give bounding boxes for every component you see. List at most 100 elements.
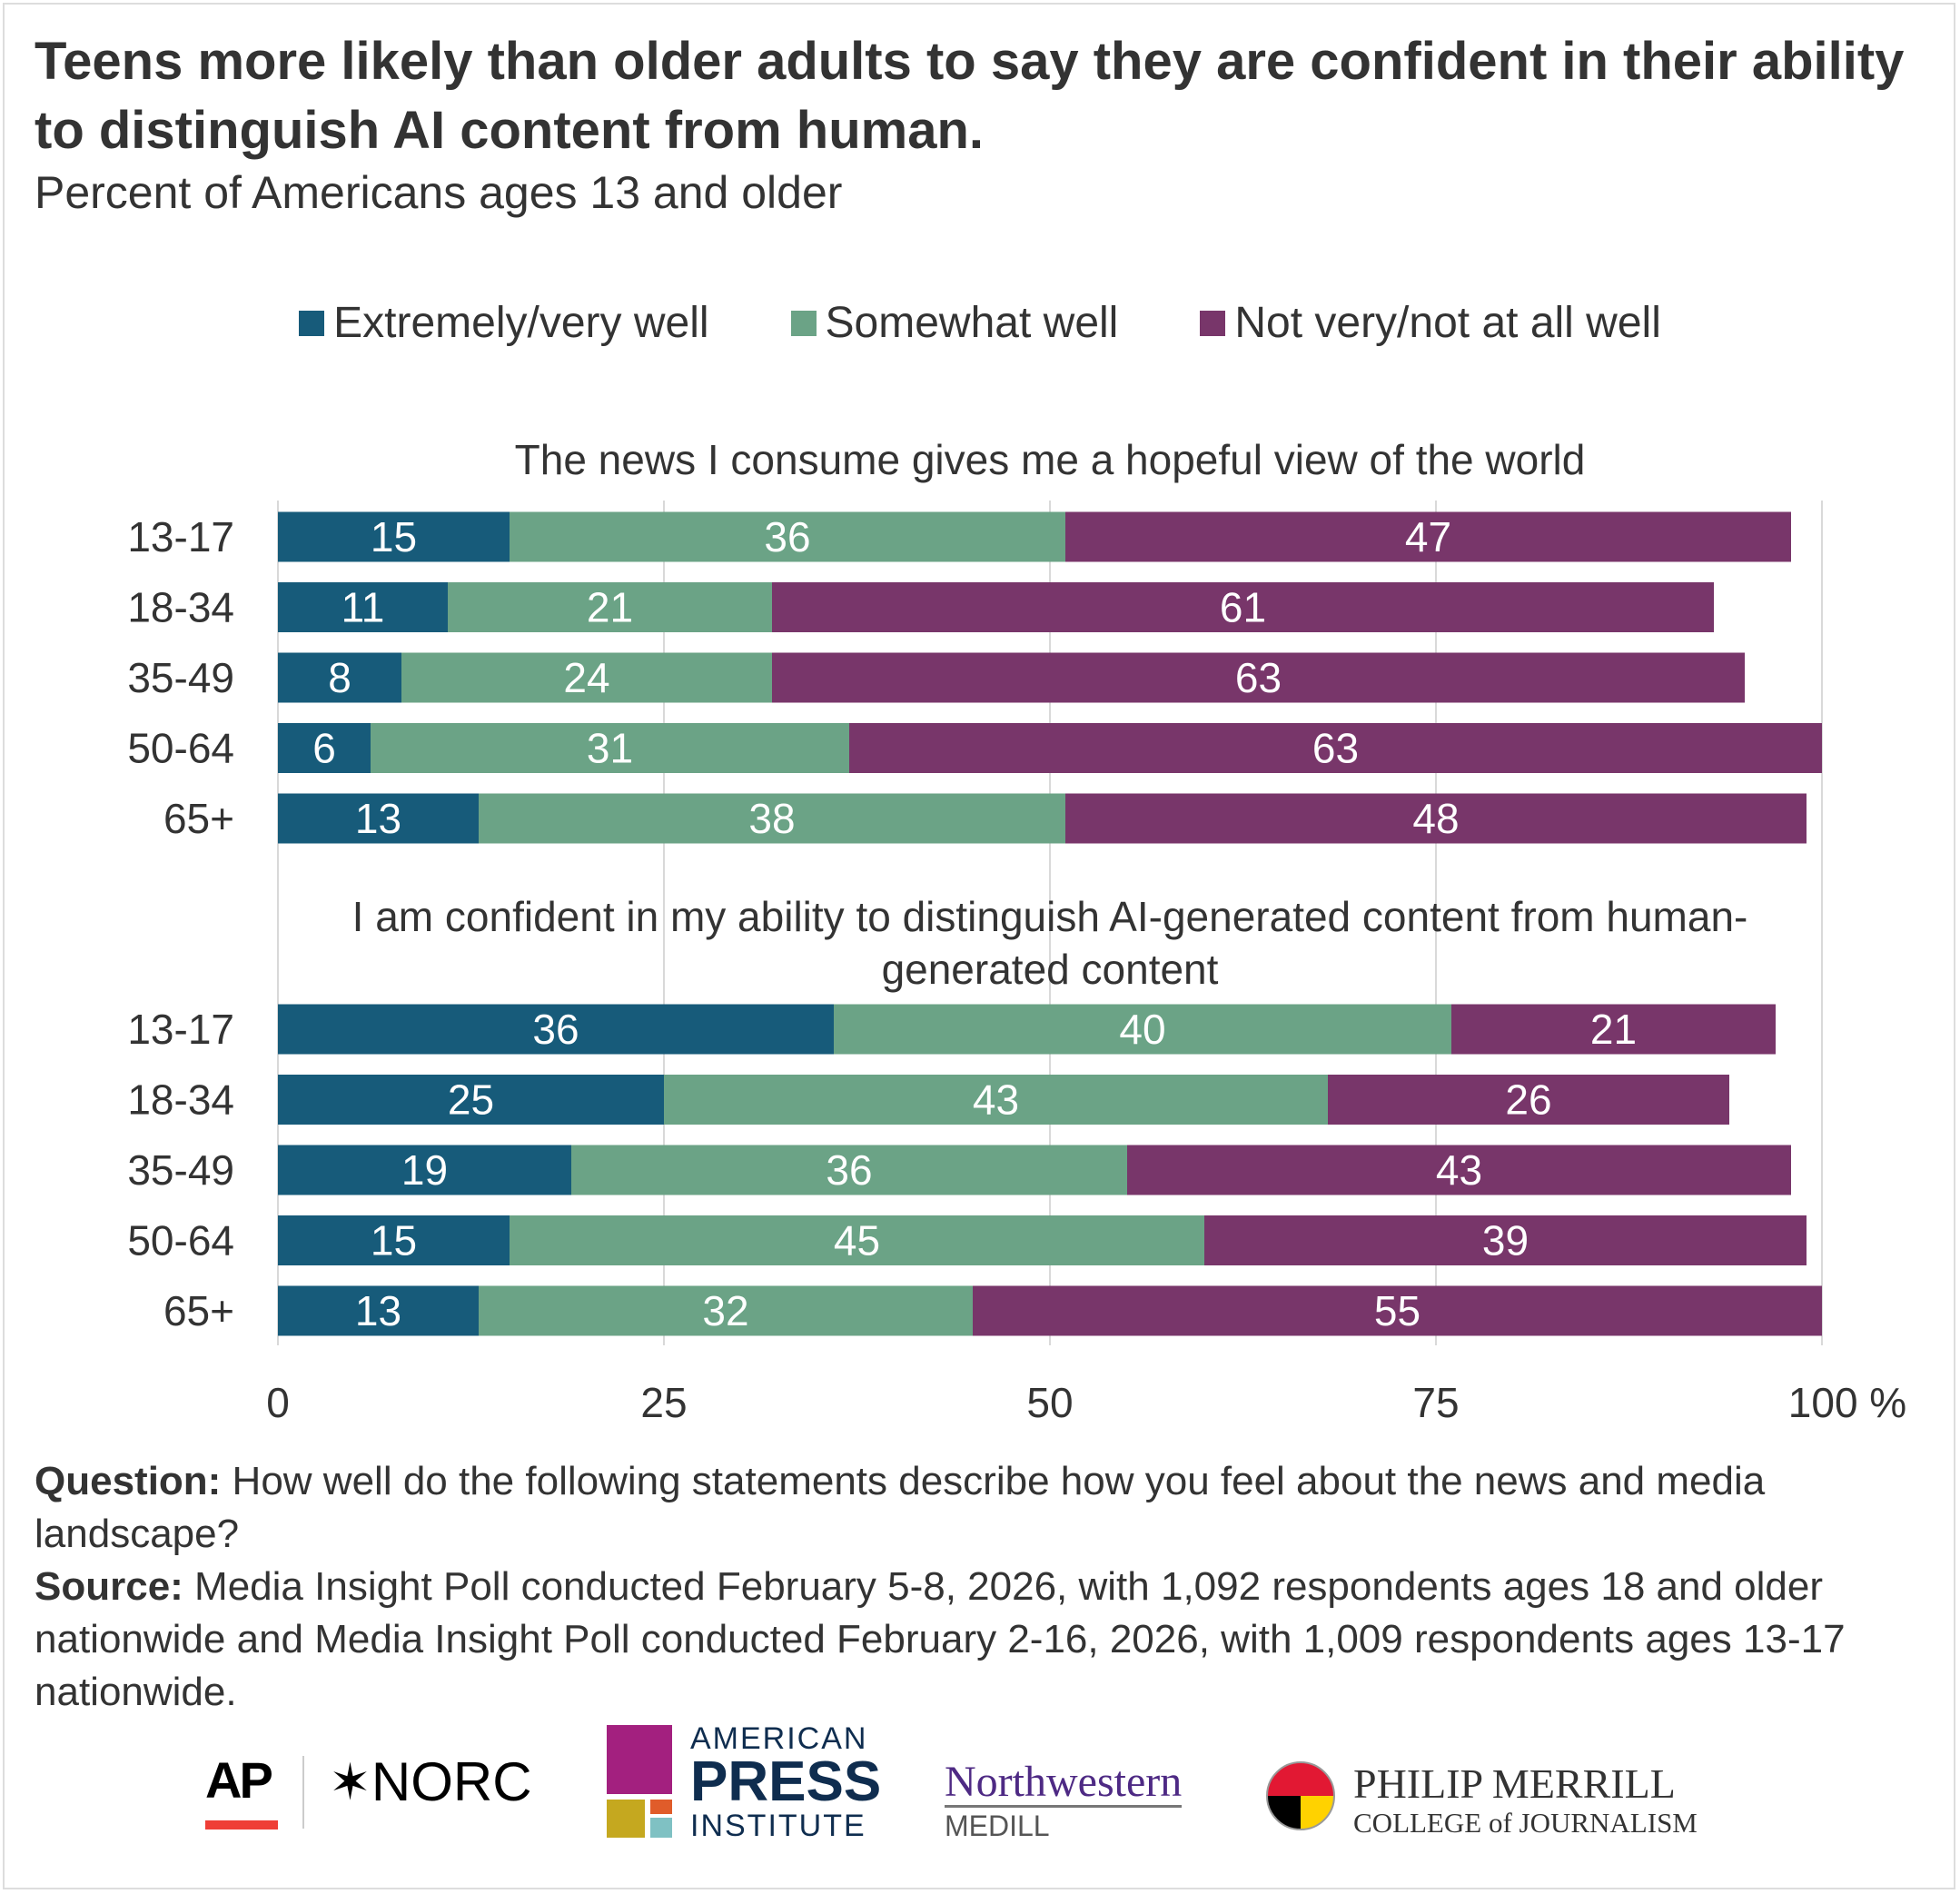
legend-swatch	[790, 310, 817, 336]
legend-swatch	[1200, 310, 1226, 336]
data-label: 26	[1505, 1076, 1551, 1124]
category-label: 13-17	[127, 1006, 234, 1053]
bar-segment	[371, 723, 849, 773]
legend-label: Extremely/very well	[333, 299, 709, 347]
stacked-bar-chart: 0 25 50 75 100 % The news I consume gives me …	[127, 436, 1906, 1426]
bar-segment	[278, 1004, 834, 1055]
norc-star-icon: ✶	[329, 1752, 371, 1810]
ap-logo-text: AP	[205, 1751, 273, 1809]
panel-title: The news I consume gives me a hopeful vi…	[515, 436, 1586, 483]
category-label: 65+	[163, 795, 234, 842]
data-label: 63	[1312, 725, 1359, 772]
bar-segment	[1127, 1145, 1791, 1195]
question-label: Question:	[35, 1459, 222, 1503]
bar-segment	[278, 723, 371, 773]
data-label: 19	[401, 1146, 448, 1194]
data-label: 25	[448, 1076, 494, 1124]
bar-segment	[571, 1145, 1127, 1195]
legend: Extremely/very well Somewhat well Not ve…	[0, 298, 1960, 348]
bar-segment	[772, 582, 1714, 632]
source-text: Media Insight Poll conducted February 5-…	[35, 1564, 1846, 1714]
data-label: 55	[1374, 1287, 1421, 1334]
bar-segment	[479, 1285, 973, 1336]
category-label: 18-34	[127, 584, 234, 631]
bar-segment	[1204, 1215, 1807, 1265]
merrill-line1: PHILIP MERRILL	[1353, 1760, 1676, 1807]
bar-segment	[479, 793, 1065, 844]
data-label: 36	[826, 1146, 872, 1194]
legend-item-extremely-very-well: Extremely/very well	[299, 298, 709, 348]
api-logo-line2: PRESS	[690, 1750, 882, 1813]
legend-label: Somewhat well	[825, 299, 1119, 347]
data-label: 40	[1119, 1006, 1165, 1053]
legend-item-somewhat-well: Somewhat well	[790, 298, 1119, 348]
data-label: 21	[587, 584, 633, 631]
category-label: 50-64	[127, 1217, 234, 1264]
data-label: 48	[1412, 795, 1459, 842]
bar-segment	[278, 793, 479, 844]
data-label: 8	[328, 654, 351, 701]
panel-title: I am confident in my ability to distingu…	[352, 893, 1748, 940]
data-label: 36	[532, 1006, 579, 1053]
data-label: 43	[1436, 1146, 1482, 1194]
logo-divider	[302, 1756, 304, 1829]
legend-swatch	[299, 310, 325, 336]
data-label: 47	[1405, 513, 1451, 560]
medill-text: MEDILL	[945, 1810, 1050, 1843]
chart-subtitle: Percent of Americans ages 13 and older	[35, 167, 843, 218]
category-label: 18-34	[127, 1076, 234, 1124]
data-label: 61	[1220, 584, 1266, 631]
category-label: 50-64	[127, 725, 234, 772]
chart-title: Teens more likely than older adults to s…	[35, 32, 1905, 160]
data-label: 24	[563, 654, 609, 701]
bar-segment	[1328, 1075, 1729, 1125]
api-logo-line1: AMERICAN	[690, 1721, 868, 1756]
question-note: Question: How well do the following stat…	[35, 1455, 1924, 1561]
norc-logo-text: NORC	[371, 1751, 532, 1812]
x-tick-label: 75	[1412, 1379, 1459, 1426]
source-note: Source: Media Insight Poll conducted Feb…	[35, 1561, 1924, 1719]
panel-title: generated content	[882, 946, 1219, 993]
bar-segment	[278, 582, 448, 632]
category-label: 35-49	[127, 1146, 234, 1194]
x-tick-label: 0	[266, 1379, 290, 1426]
umd-seal-icon	[1266, 1761, 1335, 1830]
api-logo-line3: INSTITUTE	[690, 1809, 866, 1843]
data-label: 6	[312, 725, 336, 772]
bar-segment	[772, 652, 1745, 703]
bar-segment	[278, 1285, 479, 1336]
notes: Question: How well do the following stat…	[35, 1455, 1924, 1719]
category-label: 13-17	[127, 513, 234, 560]
api-logo: AMERICAN PRESS INSTITUTE	[607, 1721, 888, 1843]
bar-segment	[448, 582, 772, 632]
merrill-line2: COLLEGE of JOURNALISM	[1353, 1807, 1698, 1839]
northwestern-medill-logo: Northwestern MEDILL	[945, 1759, 1183, 1843]
bar-segment	[973, 1285, 1822, 1336]
data-label: 63	[1235, 654, 1282, 701]
data-label: 36	[764, 513, 810, 560]
chart-frame	[3, 3, 1955, 1889]
bar-segment	[1065, 793, 1807, 844]
bar-segment	[278, 1145, 571, 1195]
bar-segment	[278, 652, 401, 703]
bar-segment	[278, 1075, 664, 1125]
category-label: 35-49	[127, 654, 234, 701]
data-label: 15	[371, 1217, 417, 1264]
legend-label: Not very/not at all well	[1234, 299, 1661, 347]
data-label: 32	[702, 1287, 748, 1334]
norc-logo: ✶ NORC	[329, 1750, 532, 1813]
data-label: 39	[1482, 1217, 1529, 1264]
x-tick-label: 25	[640, 1379, 687, 1426]
bar-segment	[1065, 511, 1791, 562]
question-text: How well do the following statements des…	[35, 1459, 1766, 1556]
data-label: 15	[371, 513, 417, 560]
ap-logo: AP	[205, 1750, 278, 1830]
source-label: Source:	[35, 1564, 183, 1609]
ap-logo-bar	[205, 1820, 278, 1830]
merrill-logo: PHILIP MERRILL COLLEGE of JOURNALISM	[1353, 1760, 1698, 1839]
data-label: 11	[342, 584, 385, 631]
legend-item-not-very-well: Not very/not at all well	[1200, 298, 1661, 348]
northwestern-text: Northwestern	[945, 1759, 1183, 1809]
x-tick-label: 100 %	[1788, 1379, 1906, 1426]
bar-segment	[401, 652, 772, 703]
